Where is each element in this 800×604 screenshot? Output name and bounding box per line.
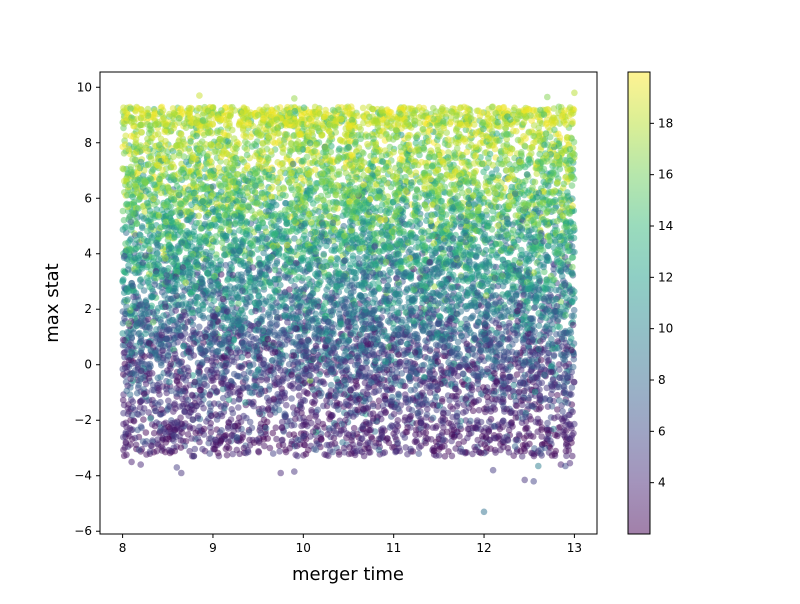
scatter-point xyxy=(554,406,561,413)
scatter-point xyxy=(139,244,146,252)
scatter-point xyxy=(415,450,423,458)
scatter-point xyxy=(269,429,277,437)
scatter-point xyxy=(150,429,158,437)
scatter-point xyxy=(318,132,325,139)
scatter-point xyxy=(242,449,250,457)
scatter-point xyxy=(429,414,437,422)
scatter-point xyxy=(518,453,526,460)
scatter-point xyxy=(511,443,519,450)
scatter-point xyxy=(288,395,295,402)
scatter-point xyxy=(412,169,420,176)
scatter-point xyxy=(130,417,138,425)
scatter-point xyxy=(350,424,358,432)
scatter-point xyxy=(255,255,263,263)
scatter-point xyxy=(402,444,410,451)
scatter-point xyxy=(521,435,528,442)
scatter-point xyxy=(457,104,464,111)
scatter-points xyxy=(119,89,578,516)
scatter-point xyxy=(555,424,562,432)
scatter-point xyxy=(457,325,464,333)
scatter-point xyxy=(120,150,128,157)
scatter-point xyxy=(490,363,498,371)
scatter-point xyxy=(539,172,547,179)
scatter-point xyxy=(544,419,551,427)
scatter-point xyxy=(505,421,512,429)
scatter-point xyxy=(569,452,576,460)
scatter-point xyxy=(384,317,392,325)
scatter-point xyxy=(222,261,230,269)
scatter-point xyxy=(553,217,561,225)
scatter-point xyxy=(404,450,411,458)
scatter-point xyxy=(151,422,159,430)
scatter-point xyxy=(485,189,493,197)
scatter-point xyxy=(559,408,566,415)
scatter-point xyxy=(549,162,556,170)
scatter-point xyxy=(121,141,129,148)
scatter-point xyxy=(359,104,367,112)
scatter-point xyxy=(229,450,236,458)
scatter-point xyxy=(342,401,350,408)
scatter-point xyxy=(463,104,471,112)
scatter-point xyxy=(235,300,242,307)
scatter-point xyxy=(195,212,202,220)
scatter-point xyxy=(165,397,172,405)
scatter-point xyxy=(408,407,416,414)
scatter-point xyxy=(464,188,472,195)
scatter-point xyxy=(295,392,303,399)
scatter-point xyxy=(336,145,343,153)
scatter-point xyxy=(196,323,203,331)
scatter-point xyxy=(283,401,290,409)
